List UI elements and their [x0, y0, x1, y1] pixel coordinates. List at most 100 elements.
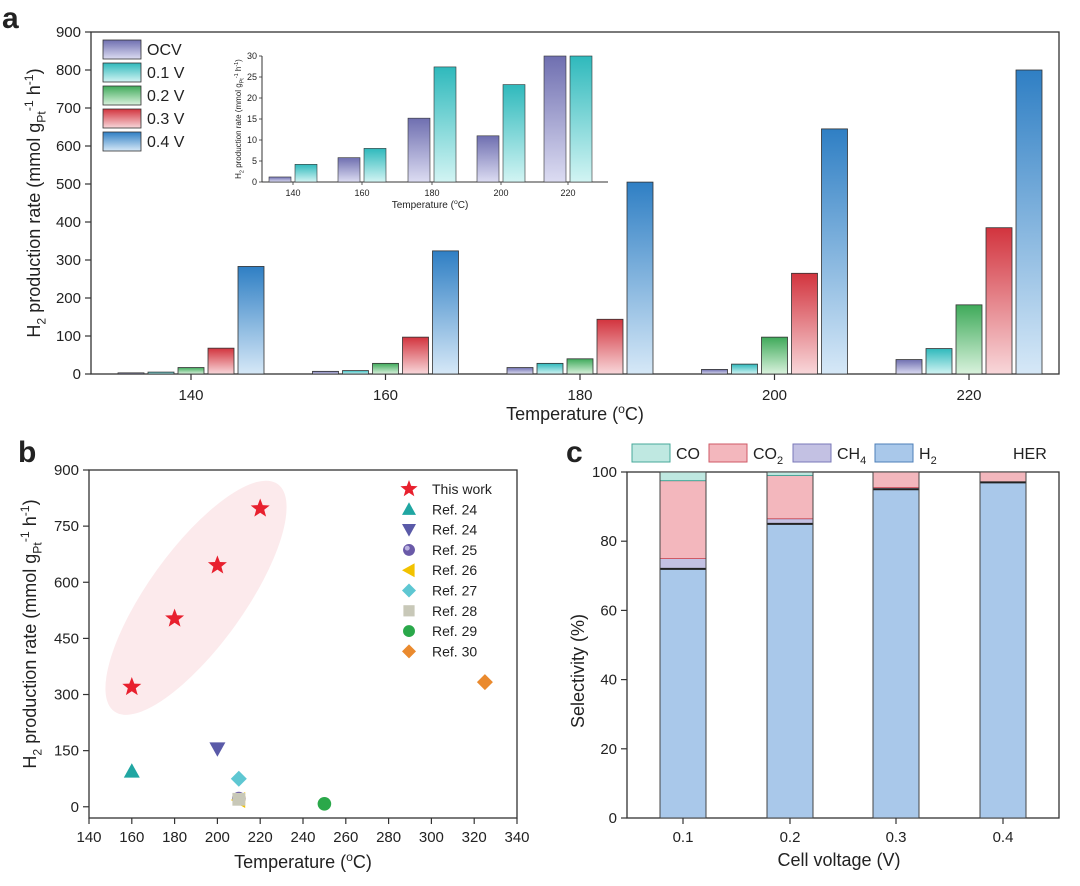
panel-a-inset: 0 5 10 15 20 25 30 140 160 180 200 220 Temperature (…: [234, 51, 608, 211]
legend-marker-circle-dark: [403, 543, 415, 556]
legend-label: Ref. 30: [432, 643, 477, 659]
point-ref-28-square: [232, 792, 246, 806]
panel-c-xtick-label: 0.2: [780, 829, 801, 846]
bar-0p3V-200: [791, 272, 818, 375]
stack-h2-0.1: [659, 568, 707, 819]
bar-OCV-140: [117, 372, 145, 375]
legend-marker-square: [403, 605, 415, 617]
panel-c-axes: 0 20 40 60 80 100 0.1 0.2 0.3 0.4 Cell voltage (V)…: [568, 464, 1013, 870]
legend-label: Ref. 24: [432, 522, 477, 538]
legend-label: 0.4 V: [147, 134, 185, 151]
panel-a-legend: OCV 0.1 V 0.2 V 0.3 V 0.4 V: [102, 39, 185, 152]
point-this-work: [250, 498, 270, 517]
point-this-work: [122, 677, 142, 696]
panel-letter-a: a: [2, 2, 19, 35]
bar-0p2V-160: [372, 362, 399, 375]
inset-ytick-label: 30: [247, 51, 257, 61]
panel-letter-c: c: [566, 436, 583, 469]
panel-a-ytick-label: 300: [56, 252, 81, 269]
bar-0p2V-220: [955, 304, 983, 375]
panel-b-points: [105, 480, 493, 811]
bar-0p1V-180: [536, 362, 564, 375]
legend-marker-triangle-down: [402, 524, 416, 537]
inset-ytick-label: 0: [252, 177, 257, 187]
inset-bar-0p1V-140: [294, 164, 318, 183]
panel-c-ytick-label: 0: [609, 810, 617, 827]
bar-0p4V-160: [432, 250, 459, 375]
inset-xtick-label: 200: [493, 188, 508, 198]
panel-c-ytick-label: 20: [600, 741, 617, 758]
this-work-highlight-ellipse: [105, 480, 287, 715]
panel-a-ylabel: H2 production rate (mmol gPt-1 h-1): [22, 68, 49, 337]
panel-c-frame: [626, 471, 1060, 819]
panel-a-xtick-label: 140: [178, 387, 203, 404]
legend-label: Ref. 24: [432, 501, 477, 517]
legend-swatch-0p3V: [102, 108, 142, 129]
panel-b-ytick-label: 900: [54, 462, 79, 479]
panel-b-xtick-label: 280: [376, 829, 401, 846]
legend-label: H2: [919, 446, 937, 467]
legend-label: Ref. 27: [432, 583, 477, 599]
legend-label: OCV: [147, 42, 182, 59]
legend-label: 0.2 V: [147, 88, 185, 105]
inset-ytick-label: 10: [247, 135, 257, 145]
inset-bar-0p1V-220: [569, 55, 593, 183]
point-ref-24-triangle-up: [123, 763, 140, 778]
panel-b-xtick-label: 300: [419, 829, 444, 846]
inset-bar-OCV-200: [476, 135, 500, 183]
panel-c-ytick-label: 40: [600, 672, 617, 689]
inset-ytick-label: 20: [247, 93, 257, 103]
bar-OCV-200: [701, 369, 728, 375]
panel-b-xtick-label: 260: [333, 829, 358, 846]
panel-a-xtick-label: 200: [762, 387, 787, 404]
panel-c-ytick-label: 60: [600, 602, 617, 619]
panel-letter-b: b: [18, 436, 36, 469]
bar-0p2V-180: [566, 358, 594, 375]
point-this-work: [207, 555, 227, 574]
inset-ytick-label: 15: [247, 114, 257, 124]
point-ref-27-diamond: [230, 770, 247, 787]
stack-h2-0.3: [872, 488, 920, 819]
panel-b-ytick-label: 450: [54, 630, 79, 647]
stack-h2-0.4: [979, 481, 1027, 819]
legend-swatch-0p4V: [102, 131, 142, 152]
bar-0p1V-160: [342, 370, 369, 375]
legend-label: Ref. 28: [432, 603, 477, 619]
legend-swatch-OCV: [102, 39, 142, 60]
bar-0p1V-200: [731, 363, 758, 375]
bar-0p3V-180: [596, 318, 624, 375]
bar-0p4V-180: [626, 181, 654, 375]
legend-label: CH4: [837, 446, 866, 467]
bar-0p4V-140: [237, 266, 265, 375]
panel-c-xtick-label: 0.3: [886, 829, 907, 846]
inset-ylabel: H2 production rate (mmol gPt-1 h-1): [234, 59, 246, 179]
bar-OCV-180: [506, 367, 534, 375]
legend-label: 0.1 V: [147, 65, 185, 82]
panel-a-ytick-label: 600: [56, 138, 81, 155]
inset-xlabel: Temperature (oC): [392, 199, 469, 211]
panel-a-ytick-label: 0: [73, 366, 81, 383]
inset-ytick-label: 25: [247, 72, 257, 82]
panel-c-ylabel: Selectivity (%): [568, 614, 588, 728]
legend-label: CO: [676, 446, 700, 463]
panel-b-ytick-label: 150: [54, 743, 79, 760]
legend-swatch-h2: [874, 443, 914, 463]
panel-a-xtick-label: 180: [567, 387, 592, 404]
legend-marker-circle: [403, 625, 415, 638]
stack-co-0.2: [766, 471, 814, 476]
legend-marker-diamond: [402, 583, 416, 598]
panel-a-ytick-label: 800: [56, 62, 81, 79]
panel-a-ytick-label: 700: [56, 100, 81, 117]
legend-label: 0.3 V: [147, 111, 185, 128]
panel-b-xtick-label: 180: [162, 829, 187, 846]
panel-b-xtick-label: 340: [504, 829, 529, 846]
legend-swatch-ch4: [792, 443, 832, 463]
legend-label: CO2: [753, 446, 783, 467]
panel-c-plot-frame: [626, 471, 1060, 819]
panel-b-ytick-label: 600: [54, 574, 79, 591]
bar-0p3V-220: [985, 227, 1013, 375]
panel-b-xlabel: Temperature (oC): [234, 850, 372, 872]
panel-a-ytick-label: 900: [56, 24, 81, 41]
legend-label: Ref. 26: [432, 562, 477, 578]
